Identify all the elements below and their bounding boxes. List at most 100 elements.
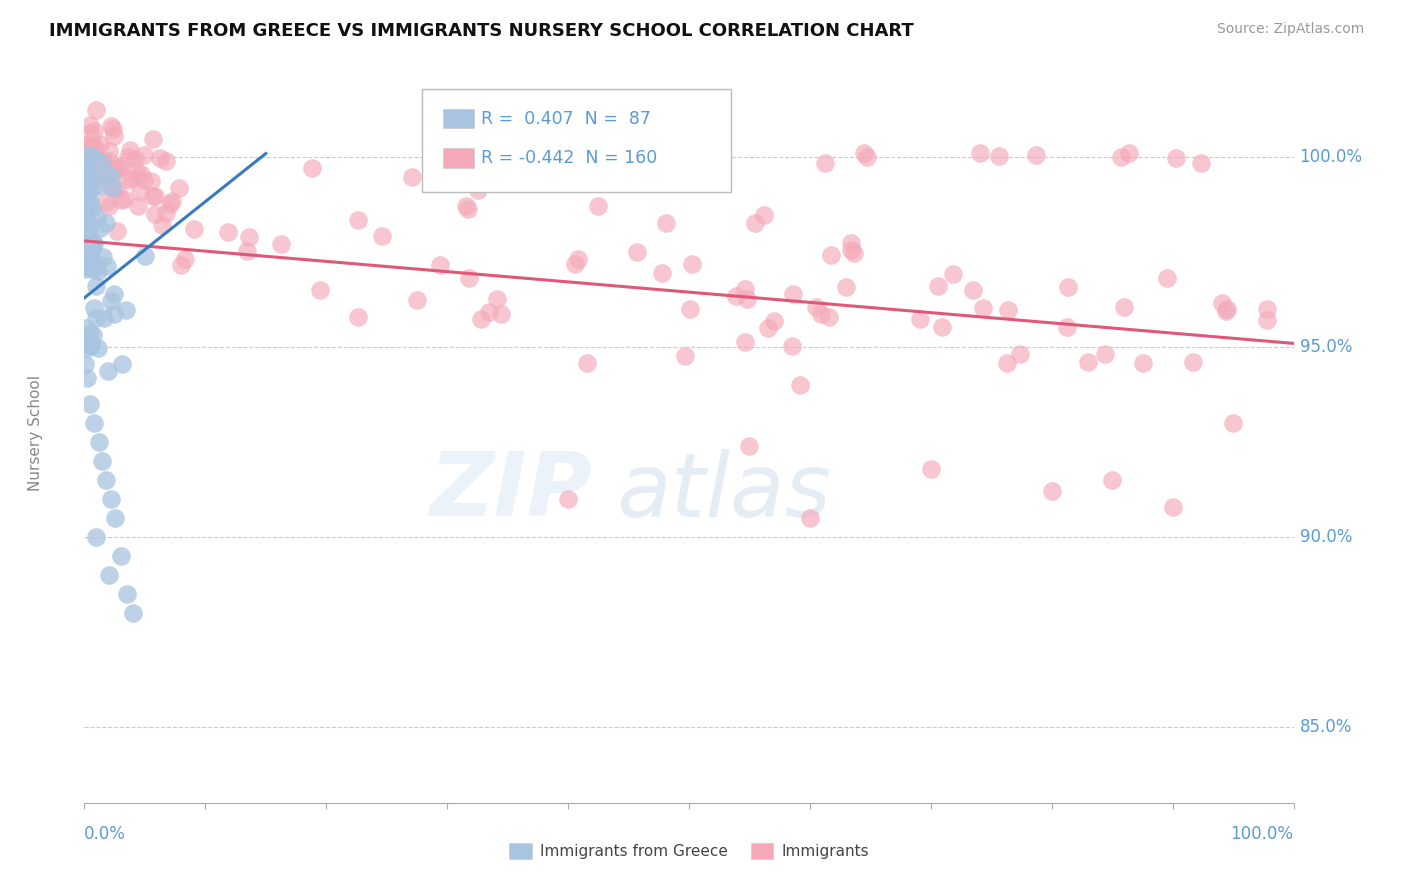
- Point: [1040, 484, 1063, 499]
- Point: [780, 339, 803, 353]
- Point: [76, 246, 98, 260]
- Point: [75, 167, 97, 181]
- Point: [1056, 320, 1078, 334]
- Point: [995, 355, 1018, 369]
- Point: [76, 250, 98, 264]
- Point: [76, 181, 98, 195]
- Point: [83, 124, 105, 138]
- Point: [76, 371, 98, 385]
- Point: [371, 229, 394, 244]
- Point: [75, 174, 97, 188]
- Point: [346, 310, 368, 325]
- Point: [1025, 148, 1047, 162]
- Point: [82, 150, 104, 164]
- Point: [856, 150, 879, 164]
- Point: [77, 139, 100, 153]
- Point: [744, 216, 766, 230]
- Point: [673, 349, 696, 363]
- Point: [927, 279, 949, 293]
- Point: [91, 454, 114, 468]
- Point: [79, 326, 101, 341]
- Text: 90.0%: 90.0%: [1299, 528, 1353, 546]
- Point: [1211, 296, 1233, 310]
- Point: [962, 283, 984, 297]
- Point: [1222, 416, 1244, 430]
- Point: [1010, 347, 1032, 361]
- Point: [763, 314, 786, 328]
- Point: [89, 136, 111, 151]
- Text: 100.0%: 100.0%: [1299, 148, 1362, 166]
- Text: 95.0%: 95.0%: [1299, 338, 1353, 356]
- Point: [75, 262, 97, 277]
- Point: [170, 258, 193, 272]
- Point: [132, 147, 155, 161]
- Point: [115, 302, 138, 317]
- Point: [76, 227, 98, 241]
- Point: [576, 355, 599, 369]
- Point: [77, 148, 100, 162]
- Point: [734, 282, 756, 296]
- Point: [80, 337, 103, 351]
- Point: [77, 252, 100, 266]
- Point: [679, 301, 702, 316]
- Point: [155, 206, 177, 220]
- Point: [76, 164, 98, 178]
- Point: [121, 606, 143, 620]
- Point: [1077, 355, 1099, 369]
- Point: [1215, 303, 1237, 318]
- Point: [115, 587, 138, 601]
- Point: [1132, 356, 1154, 370]
- Point: [454, 198, 477, 212]
- Point: [76, 195, 98, 210]
- Point: [489, 307, 512, 321]
- Point: [842, 246, 865, 260]
- Point: [401, 170, 423, 185]
- Text: 0.0%: 0.0%: [84, 825, 127, 843]
- Point: [83, 301, 105, 315]
- Point: [1057, 280, 1080, 294]
- Point: [84, 260, 107, 275]
- Point: [80, 169, 103, 184]
- Point: [82, 262, 104, 277]
- Point: [1256, 312, 1278, 326]
- Point: [110, 193, 132, 207]
- Point: [79, 243, 101, 257]
- Point: [75, 165, 97, 179]
- Point: [97, 145, 120, 159]
- Point: [77, 168, 100, 182]
- Point: [79, 230, 101, 244]
- Point: [82, 140, 104, 154]
- Point: [107, 161, 129, 176]
- Point: [738, 439, 761, 453]
- Point: [112, 193, 135, 207]
- Point: [467, 182, 489, 196]
- Point: [124, 152, 146, 166]
- Point: [347, 213, 370, 227]
- Point: [139, 173, 162, 187]
- Point: [758, 321, 780, 335]
- Point: [73, 208, 96, 222]
- Point: [169, 180, 191, 194]
- Point: [103, 129, 125, 144]
- Point: [89, 220, 111, 235]
- Point: [458, 271, 481, 285]
- Point: [73, 186, 96, 200]
- Point: [217, 225, 239, 239]
- Point: [75, 154, 97, 169]
- Point: [1118, 145, 1140, 160]
- Point: [84, 279, 107, 293]
- Point: [80, 201, 103, 215]
- Point: [75, 341, 97, 355]
- Point: [94, 216, 117, 230]
- Point: [100, 120, 122, 134]
- Point: [1109, 150, 1132, 164]
- Point: [98, 178, 121, 193]
- Point: [1161, 500, 1184, 514]
- Point: [100, 169, 122, 184]
- Point: [127, 199, 149, 213]
- Point: [97, 364, 120, 378]
- Point: [100, 293, 122, 308]
- Point: [789, 377, 811, 392]
- Point: [238, 229, 260, 244]
- Point: [173, 252, 195, 267]
